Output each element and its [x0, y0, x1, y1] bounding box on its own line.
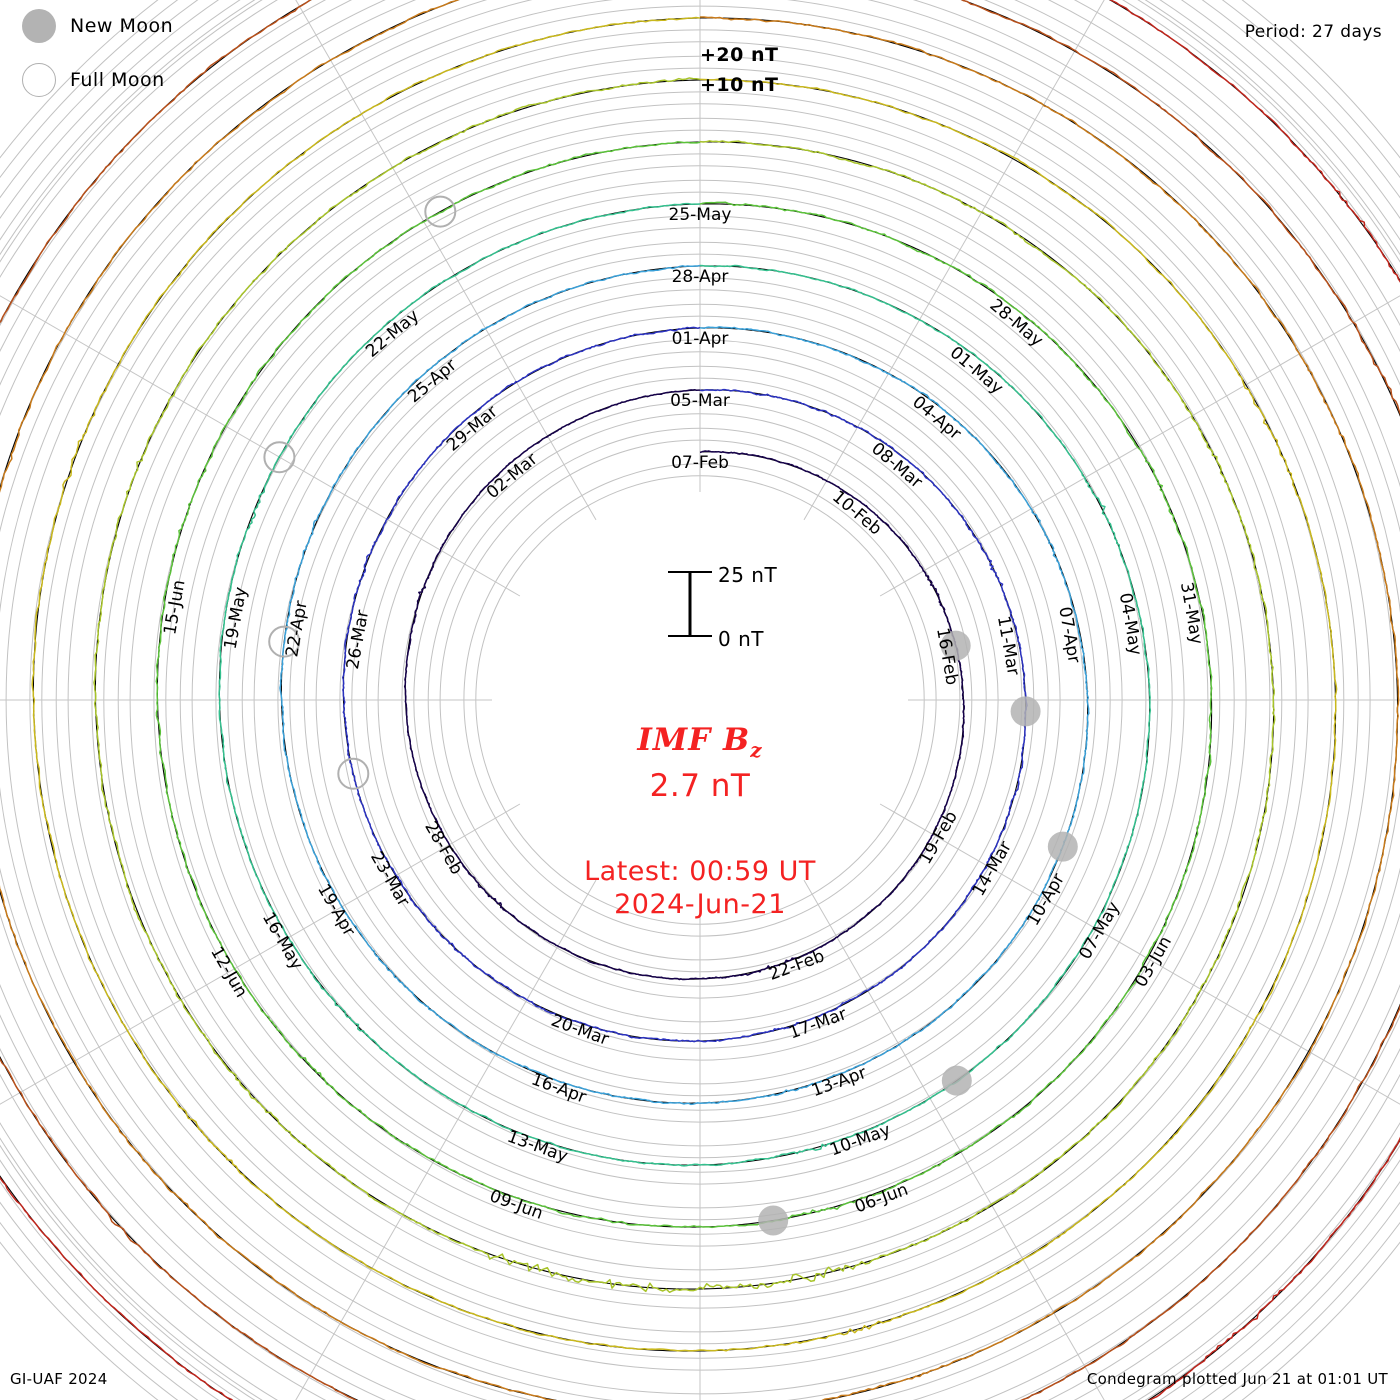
date-label: 01-May — [946, 343, 1007, 399]
date-label: 01-Apr — [672, 329, 729, 349]
date-label: 19-May — [221, 585, 252, 650]
date-label: 13-May — [504, 1127, 570, 1167]
date-label: 12-Jun — [206, 943, 251, 1001]
legend-full-moon: Full Moon — [22, 63, 165, 97]
period-label: Period: 27 days — [1244, 22, 1382, 42]
imf-title: IMF Bz — [0, 722, 1400, 762]
date-label: 25-May — [669, 205, 732, 225]
radial-tick-plus10: +10 nT — [700, 74, 779, 96]
date-label: 04-Apr — [908, 392, 964, 444]
date-label: 05-Mar — [670, 391, 730, 411]
latest-date: 2024-Jun-21 — [614, 889, 786, 921]
date-label: 06-Jun — [852, 1180, 911, 1218]
date-label: 29-Mar — [443, 402, 502, 456]
moon-markers-group — [263, 195, 1078, 1236]
imf-title-main: IMF B — [637, 722, 751, 758]
date-label: 07-Feb — [671, 453, 729, 473]
scale-bar-top-label: 25 nT — [718, 563, 778, 587]
center-readout: IMF Bz 2.7 nT Latest: 00:59 UT 2024-Jun-… — [0, 722, 1400, 920]
credit-label: GI-UAF 2024 — [10, 1370, 108, 1388]
date-label: 28-Apr — [672, 267, 729, 287]
new-moon-icon — [22, 9, 56, 43]
date-label: 22-May — [362, 306, 423, 362]
date-label: 20-Mar — [548, 1011, 611, 1050]
date-label: 17-Mar — [786, 1004, 849, 1043]
date-label: 09-Jun — [487, 1186, 546, 1224]
full-moon-icon — [22, 63, 56, 97]
legend-new-moon-label: New Moon — [70, 15, 174, 37]
latest-time: Latest: 00:59 UT — [584, 856, 816, 888]
legend-new-moon: New Moon — [22, 9, 173, 43]
date-label: 16-Apr — [529, 1069, 589, 1107]
radial-tick-plus20: +20 nT — [700, 44, 779, 66]
date-label: 13-Apr — [809, 1063, 869, 1101]
scale-bar-bottom-label: 0 nT — [718, 627, 764, 651]
date-label: 10-May — [827, 1120, 893, 1160]
legend-full-moon-label: Full Moon — [70, 69, 165, 91]
imf-value: 2.7 nT — [649, 768, 751, 805]
imf-title-sub: z — [750, 738, 763, 763]
date-label: 31-May — [1176, 581, 1207, 646]
date-label: 28-May — [986, 295, 1047, 351]
date-label: 02-Mar — [483, 449, 542, 503]
date-label: 07-Apr — [1054, 605, 1084, 664]
date-label: 25-Apr — [404, 355, 460, 407]
scale-bar-group — [668, 571, 712, 637]
date-label: 11-Mar — [993, 614, 1023, 676]
date-labels-group: 07-Feb10-Feb16-Feb19-Feb22-Feb28-Feb02-M… — [160, 205, 1206, 1224]
date-label: 04-May — [1115, 591, 1146, 656]
date-label: 22-Feb — [766, 946, 827, 985]
date-label: 10-Feb — [828, 487, 885, 540]
plotted-label: Condegram plotted Jun 21 at 01:01 UT — [1086, 1370, 1388, 1388]
